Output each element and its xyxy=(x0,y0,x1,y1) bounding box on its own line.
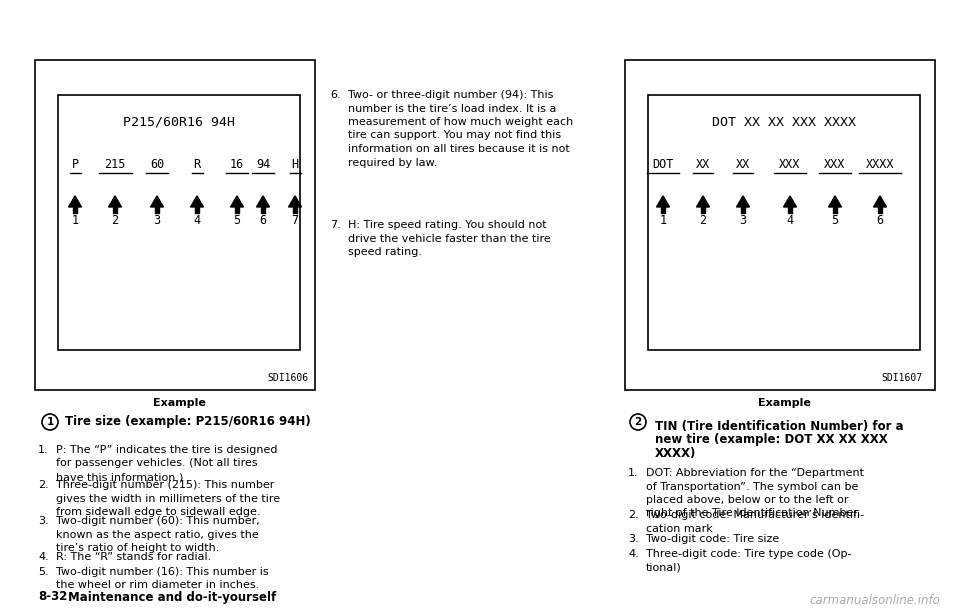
Text: 2.: 2. xyxy=(628,510,638,520)
Text: Two- or three-digit number (94): This: Two- or three-digit number (94): This xyxy=(348,90,553,100)
Bar xyxy=(648,95,920,350)
Text: XXXX: XXXX xyxy=(866,158,895,172)
Text: from sidewall edge to sidewall edge.: from sidewall edge to sidewall edge. xyxy=(56,507,260,517)
Text: carmanualsonline.info: carmanualsonline.info xyxy=(809,593,940,607)
Text: required by law.: required by law. xyxy=(348,158,438,167)
Bar xyxy=(35,60,315,390)
Text: Two-digit code: Manufacturer’s identifi-: Two-digit code: Manufacturer’s identifi- xyxy=(646,510,864,520)
Polygon shape xyxy=(289,196,301,207)
Text: H: H xyxy=(292,158,299,172)
Text: 5: 5 xyxy=(831,213,839,227)
Text: information on all tires because it is not: information on all tires because it is n… xyxy=(348,144,569,154)
Text: the wheel or rim diameter in inches.: the wheel or rim diameter in inches. xyxy=(56,580,259,590)
Text: tional): tional) xyxy=(646,563,682,573)
Bar xyxy=(58,95,300,350)
Text: XX: XX xyxy=(736,158,750,172)
Text: 3.: 3. xyxy=(38,516,49,526)
Text: 2: 2 xyxy=(111,213,119,227)
Text: known as the aspect ratio, gives the: known as the aspect ratio, gives the xyxy=(56,530,259,540)
Text: Two-digit number (16): This number is: Two-digit number (16): This number is xyxy=(56,567,269,577)
Polygon shape xyxy=(190,196,204,207)
Text: 1.: 1. xyxy=(38,445,49,455)
Text: R: R xyxy=(193,158,201,172)
Text: XX: XX xyxy=(696,158,710,172)
Text: Maintenance and do-it-yourself: Maintenance and do-it-yourself xyxy=(68,590,276,604)
Polygon shape xyxy=(828,196,842,207)
Bar xyxy=(625,60,935,390)
Text: Example: Example xyxy=(153,398,205,408)
Text: TIN (Tire Identification Number) for a: TIN (Tire Identification Number) for a xyxy=(655,420,903,433)
Text: tire can support. You may not find this: tire can support. You may not find this xyxy=(348,131,562,141)
Text: DOT: Abbreviation for the “Department: DOT: Abbreviation for the “Department xyxy=(646,468,864,478)
Text: have this information.): have this information.) xyxy=(56,472,183,482)
Text: P: The “P” indicates the tire is designed: P: The “P” indicates the tire is designe… xyxy=(56,445,277,455)
Text: speed rating.: speed rating. xyxy=(348,247,422,257)
Text: 2: 2 xyxy=(635,417,641,427)
Text: SDI1607: SDI1607 xyxy=(881,373,922,383)
Text: 94: 94 xyxy=(256,158,270,172)
Text: Three-digit number (215): This number: Three-digit number (215): This number xyxy=(56,480,275,490)
Polygon shape xyxy=(697,196,709,207)
Text: 1: 1 xyxy=(660,213,666,227)
Text: 1: 1 xyxy=(71,213,79,227)
Text: 6: 6 xyxy=(876,213,883,227)
Text: 3: 3 xyxy=(739,213,747,227)
Text: 2.: 2. xyxy=(38,480,49,490)
Text: drive the vehicle faster than the tire: drive the vehicle faster than the tire xyxy=(348,233,551,244)
Text: new tire (example: DOT XX XX XXX: new tire (example: DOT XX XX XXX xyxy=(655,433,888,447)
Text: 8-32: 8-32 xyxy=(38,590,67,604)
Text: XXX: XXX xyxy=(825,158,846,172)
Text: Tire size (example: P215/60R16 94H): Tire size (example: P215/60R16 94H) xyxy=(65,415,311,428)
Text: Two-digit number (60): This number,: Two-digit number (60): This number, xyxy=(56,516,260,526)
Text: 1: 1 xyxy=(46,417,54,427)
Text: Two-digit code: Tire size: Two-digit code: Tire size xyxy=(646,534,780,544)
Text: H: Tire speed rating. You should not: H: Tire speed rating. You should not xyxy=(348,220,546,230)
Text: 7.: 7. xyxy=(330,220,341,230)
Text: 7: 7 xyxy=(292,213,299,227)
Text: 4.: 4. xyxy=(628,549,638,559)
Text: 4: 4 xyxy=(193,213,201,227)
Text: of Transportation”. The symbol can be: of Transportation”. The symbol can be xyxy=(646,481,858,491)
Text: gives the width in millimeters of the tire: gives the width in millimeters of the ti… xyxy=(56,494,280,503)
Text: 60: 60 xyxy=(150,158,164,172)
Text: number is the tire’s load index. It is a: number is the tire’s load index. It is a xyxy=(348,103,557,114)
Polygon shape xyxy=(783,196,797,207)
Text: cation mark: cation mark xyxy=(646,524,712,533)
Text: XXX: XXX xyxy=(780,158,801,172)
Text: 2: 2 xyxy=(700,213,707,227)
Text: 5: 5 xyxy=(233,213,241,227)
Polygon shape xyxy=(230,196,244,207)
Text: R: The “R” stands for radial.: R: The “R” stands for radial. xyxy=(56,552,211,562)
Text: 6: 6 xyxy=(259,213,267,227)
Polygon shape xyxy=(657,196,669,207)
Text: 1.: 1. xyxy=(628,468,638,478)
Polygon shape xyxy=(256,196,270,207)
Polygon shape xyxy=(68,196,82,207)
Text: P: P xyxy=(71,158,79,172)
Polygon shape xyxy=(736,196,750,207)
Text: 3.: 3. xyxy=(628,534,638,544)
Text: 4: 4 xyxy=(786,213,794,227)
Text: DOT: DOT xyxy=(652,158,674,172)
Polygon shape xyxy=(151,196,163,207)
Text: placed above, below or to the left or: placed above, below or to the left or xyxy=(646,495,849,505)
Text: right of the Tire Identification Number.: right of the Tire Identification Number. xyxy=(646,508,860,519)
Text: 4.: 4. xyxy=(38,552,49,562)
Polygon shape xyxy=(874,196,886,207)
Text: 3: 3 xyxy=(154,213,160,227)
Text: measurement of how much weight each: measurement of how much weight each xyxy=(348,117,573,127)
Text: 215: 215 xyxy=(105,158,126,172)
Text: XXXX): XXXX) xyxy=(655,447,696,460)
Polygon shape xyxy=(108,196,122,207)
Text: P215/60R16 94H: P215/60R16 94H xyxy=(123,115,235,128)
Text: SDI1606: SDI1606 xyxy=(267,373,308,383)
Text: Example: Example xyxy=(757,398,810,408)
Text: 6.: 6. xyxy=(330,90,341,100)
Text: for passenger vehicles. (Not all tires: for passenger vehicles. (Not all tires xyxy=(56,458,257,469)
Text: 5.: 5. xyxy=(38,567,49,577)
Text: DOT XX XX XXX XXXX: DOT XX XX XXX XXXX xyxy=(712,115,856,128)
Text: 16: 16 xyxy=(229,158,244,172)
Text: tire’s ratio of height to width.: tire’s ratio of height to width. xyxy=(56,543,220,553)
Text: Three-digit code: Tire type code (Op-: Three-digit code: Tire type code (Op- xyxy=(646,549,852,559)
